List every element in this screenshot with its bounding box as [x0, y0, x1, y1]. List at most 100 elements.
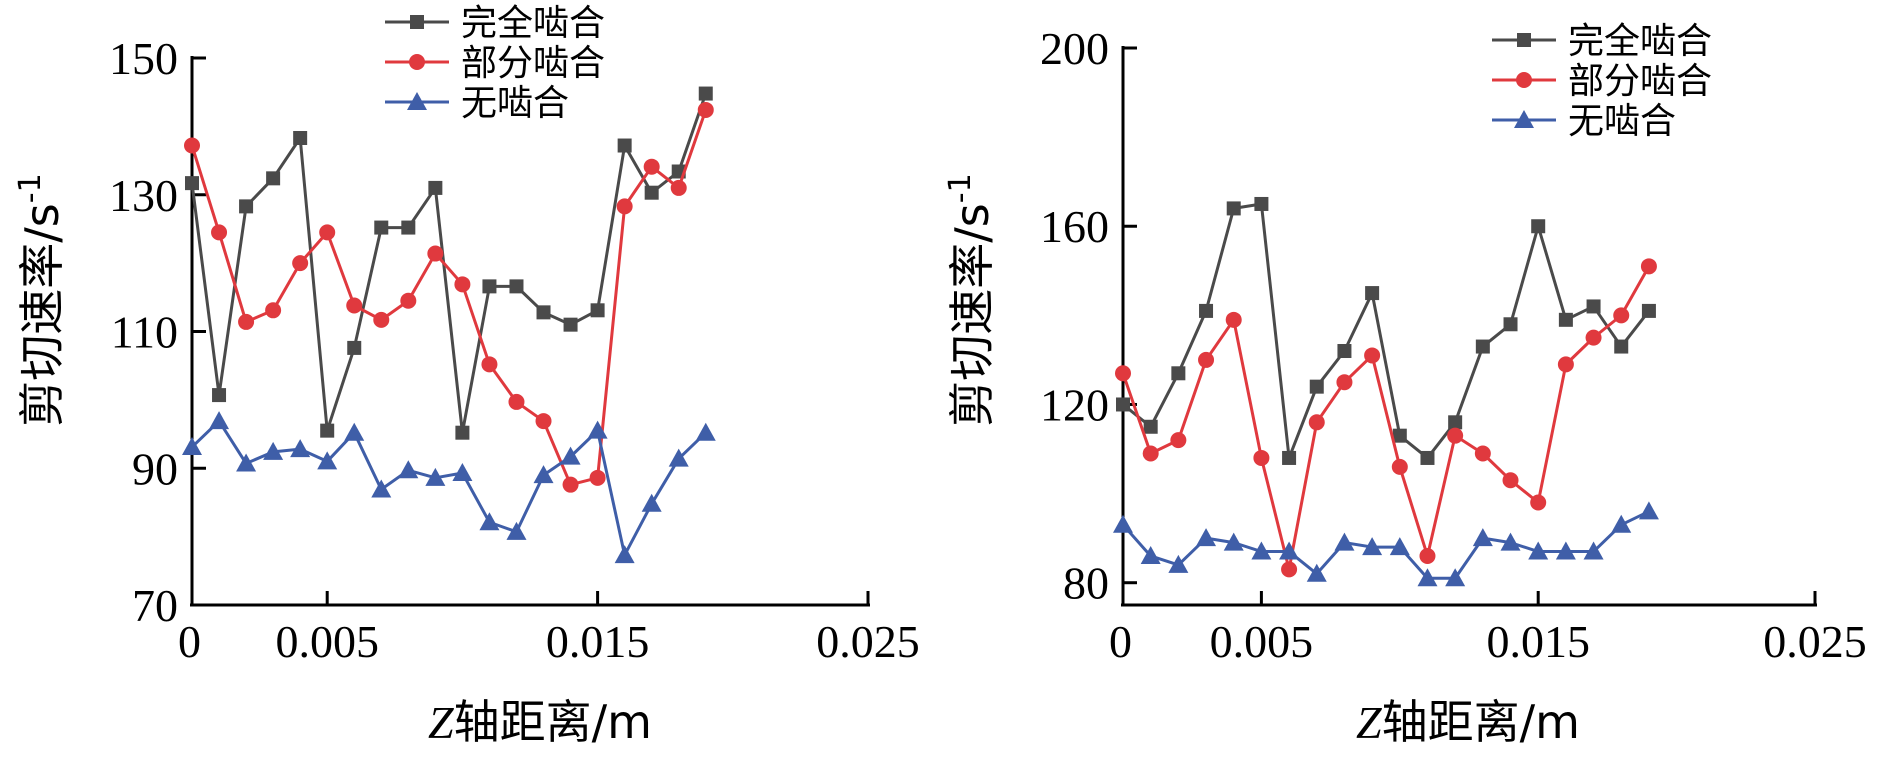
legend-marker	[1514, 110, 1534, 128]
x-axis-title: Z轴距离/m	[428, 695, 652, 749]
y-axis-title: 剪切速率/s-1	[943, 173, 999, 426]
y-tick-label: 160	[1040, 201, 1109, 252]
data-point	[1531, 219, 1546, 234]
legend-marker	[407, 92, 427, 110]
data-point	[427, 245, 444, 262]
data-point	[346, 297, 363, 314]
data-point	[1309, 379, 1324, 394]
data-point	[344, 422, 365, 441]
data-point	[1472, 528, 1493, 547]
data-point	[1226, 201, 1241, 216]
series-line-2	[190, 419, 707, 557]
left-chart-panel: 70 90 110 130 150 0 0.005 0.015 0.025 Z轴距离/m 剪切速率/…	[13, 3, 920, 749]
data-point	[182, 437, 202, 456]
data-point	[695, 422, 716, 441]
data-point	[697, 101, 714, 118]
series-line-0	[1122, 202, 1651, 460]
data-point	[1196, 528, 1217, 547]
data-point	[1334, 532, 1355, 551]
data-point	[1389, 537, 1410, 556]
data-point	[425, 467, 446, 486]
data-point	[1116, 397, 1130, 412]
data-point	[401, 220, 416, 235]
data-point	[265, 302, 282, 319]
y-tick-label: 90	[132, 443, 178, 494]
data-point	[454, 276, 471, 293]
data-point	[1474, 445, 1491, 462]
data-point	[617, 138, 632, 153]
data-point	[1281, 561, 1298, 578]
data-point	[1585, 329, 1602, 346]
data-point	[1503, 317, 1518, 332]
data-point	[1638, 501, 1659, 520]
data-point	[347, 340, 362, 355]
data-point	[1336, 374, 1353, 391]
data-point	[1282, 450, 1297, 465]
data-point	[1199, 303, 1214, 318]
data-point	[398, 460, 419, 479]
data-point	[1417, 568, 1438, 587]
data-point	[1555, 541, 1576, 560]
data-point	[1170, 432, 1187, 449]
legend-marker	[410, 15, 424, 29]
data-point	[482, 279, 497, 294]
data-point	[1613, 307, 1630, 324]
x-tick-label: 0	[178, 616, 201, 667]
x-tick-label: 0.025	[816, 616, 920, 667]
y-tick-label: 110	[111, 307, 178, 358]
data-point	[535, 413, 552, 430]
data-point	[1392, 428, 1407, 443]
data-point	[481, 356, 498, 373]
data-point	[506, 521, 527, 540]
legend-label: 无啮合	[1568, 101, 1676, 142]
data-point	[1142, 445, 1159, 462]
data-point	[644, 185, 659, 200]
data-point	[1475, 339, 1490, 354]
data-point	[1171, 366, 1186, 381]
y-tick-label: 130	[109, 170, 178, 221]
x-tick-label: 0.025	[1763, 616, 1867, 667]
data-point	[1279, 541, 1300, 560]
data-point	[452, 463, 473, 482]
legend-label: 无啮合	[461, 83, 569, 124]
data-point	[212, 388, 227, 403]
data-point	[1308, 414, 1325, 431]
data-point	[1558, 312, 1573, 327]
data-point	[373, 311, 390, 328]
data-point	[185, 176, 199, 191]
data-point	[1198, 351, 1215, 368]
data-point	[563, 317, 578, 332]
series-line-1	[190, 109, 708, 487]
data-point	[1419, 547, 1436, 564]
data-point	[560, 446, 581, 465]
data-point	[1364, 347, 1381, 364]
legend-label: 部分啮合	[1568, 61, 1712, 102]
data-point	[509, 279, 524, 294]
data-point	[1640, 258, 1657, 275]
data-point	[1445, 568, 1466, 587]
legend-marker	[1517, 33, 1531, 47]
legend-marker	[1516, 72, 1532, 88]
series-line-1	[1121, 265, 1651, 571]
data-point	[1306, 563, 1327, 582]
data-point	[428, 180, 443, 195]
data-point	[562, 476, 579, 493]
y-tick-label: 150	[109, 33, 178, 84]
data-point	[290, 439, 311, 458]
data-point	[590, 303, 605, 318]
data-point	[317, 451, 338, 470]
data-point	[374, 220, 389, 235]
data-point	[1500, 532, 1521, 551]
x-tick-label: 0.005	[1210, 616, 1314, 667]
data-point	[1168, 554, 1189, 573]
data-point	[1223, 532, 1244, 551]
data-point	[1251, 541, 1272, 560]
x-tick-label: 0.015	[546, 616, 650, 667]
data-point	[1115, 365, 1131, 382]
data-point	[236, 453, 257, 472]
data-point	[292, 255, 309, 272]
data-point	[643, 158, 660, 175]
legend-label: 部分啮合	[461, 43, 605, 84]
y-tick-label: 70	[132, 580, 178, 631]
